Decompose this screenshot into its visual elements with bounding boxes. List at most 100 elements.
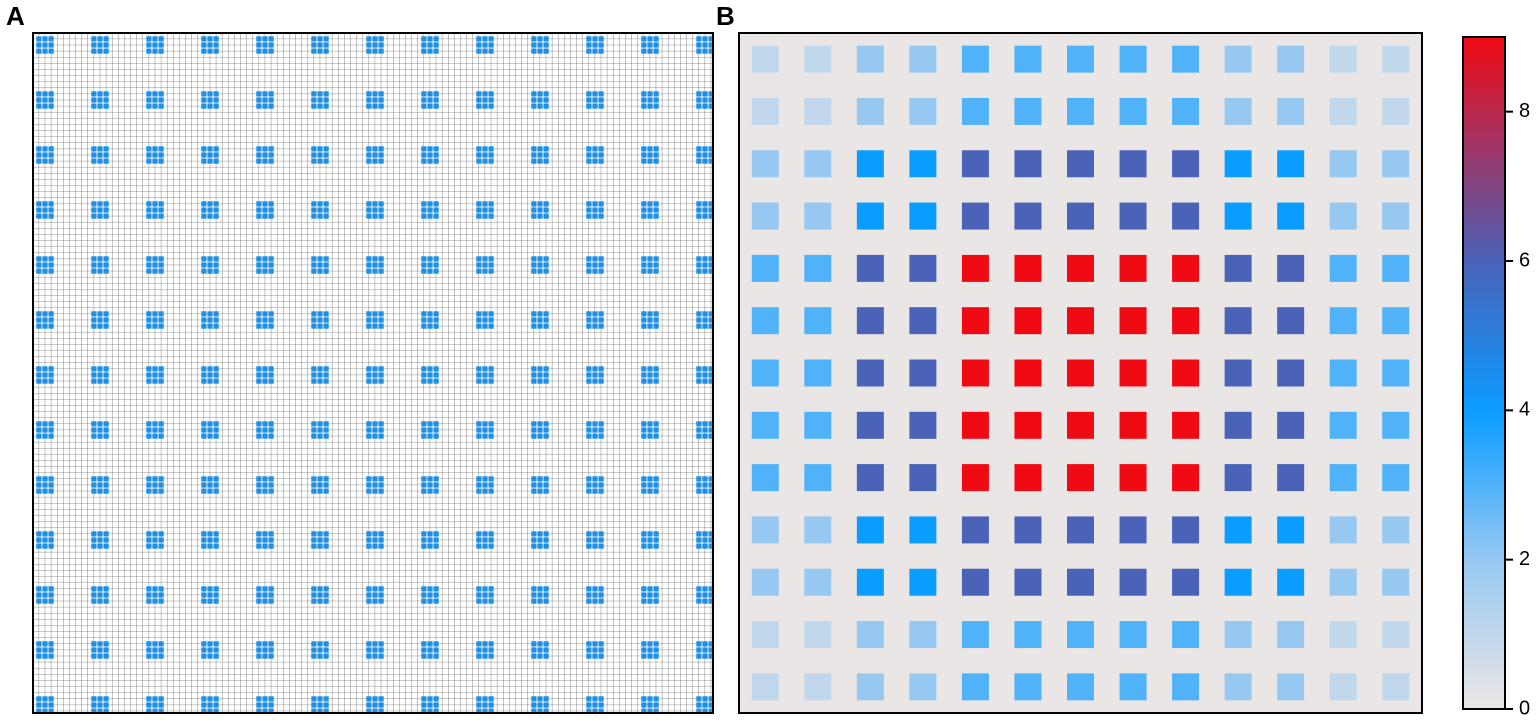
cell	[702, 427, 708, 433]
cell	[421, 537, 427, 543]
cell	[427, 531, 433, 537]
cell	[641, 427, 647, 433]
cell	[702, 476, 708, 482]
cell	[317, 476, 323, 482]
cell	[598, 48, 604, 54]
heat-cell	[856, 464, 884, 492]
cell	[152, 543, 158, 549]
cell	[708, 48, 713, 54]
heat-cell	[1329, 202, 1357, 230]
heat-cell	[1014, 97, 1042, 125]
cell	[36, 586, 42, 592]
cell	[598, 378, 604, 384]
cell	[653, 158, 659, 164]
cell	[433, 476, 439, 482]
cell	[537, 653, 543, 659]
cell	[641, 696, 647, 702]
cell	[146, 91, 152, 97]
cell	[207, 146, 213, 152]
cell	[708, 152, 713, 158]
cell	[372, 476, 378, 482]
cell	[488, 433, 494, 439]
heat-cell	[804, 673, 832, 701]
cell	[586, 641, 592, 647]
cell	[708, 653, 713, 659]
cell	[482, 311, 488, 317]
cell	[256, 152, 262, 158]
cell	[152, 537, 158, 543]
cell	[317, 378, 323, 384]
cell	[543, 421, 549, 427]
cell	[213, 586, 219, 592]
cell	[42, 543, 48, 549]
cell	[48, 427, 54, 433]
cell	[152, 592, 158, 598]
cell	[653, 708, 659, 713]
heat-cell	[856, 307, 884, 335]
cell	[36, 91, 42, 97]
cell	[317, 42, 323, 48]
cell	[311, 702, 317, 708]
cell	[531, 262, 537, 268]
cell	[421, 702, 427, 708]
cell	[708, 97, 713, 103]
cell	[647, 317, 653, 323]
cell	[323, 421, 329, 427]
cell	[372, 42, 378, 48]
cell	[152, 641, 158, 647]
cell	[531, 268, 537, 274]
cell	[482, 586, 488, 592]
cell	[653, 317, 659, 323]
cell	[708, 543, 713, 549]
cell	[702, 207, 708, 213]
cell	[317, 36, 323, 42]
cell	[262, 531, 268, 537]
cell	[543, 48, 549, 54]
cell	[598, 586, 604, 592]
cell	[598, 482, 604, 488]
cell	[91, 256, 97, 262]
heat-cell	[1382, 516, 1410, 544]
cell	[641, 433, 647, 439]
cell	[268, 696, 274, 702]
cell	[433, 146, 439, 152]
heat-cell	[1277, 568, 1305, 596]
cell	[42, 598, 48, 604]
cell	[372, 311, 378, 317]
cell	[323, 531, 329, 537]
cell	[476, 268, 482, 274]
cell	[262, 158, 268, 164]
cell	[48, 36, 54, 42]
cell	[201, 708, 207, 713]
cell	[268, 653, 274, 659]
cell	[598, 488, 604, 494]
cell	[372, 488, 378, 494]
cell	[256, 488, 262, 494]
cell	[317, 421, 323, 427]
cell	[696, 103, 702, 109]
cell	[201, 268, 207, 274]
cell	[366, 268, 372, 274]
cell	[586, 378, 592, 384]
cell	[598, 427, 604, 433]
cell	[201, 586, 207, 592]
heat-cell	[1224, 673, 1252, 701]
cell	[323, 317, 329, 323]
cell	[488, 323, 494, 329]
cell	[36, 372, 42, 378]
cell	[378, 48, 384, 54]
cell	[427, 91, 433, 97]
cell	[103, 421, 109, 427]
cell	[36, 653, 42, 659]
cell	[323, 213, 329, 219]
cell	[268, 366, 274, 372]
cell	[158, 433, 164, 439]
cell	[653, 372, 659, 378]
cell	[647, 103, 653, 109]
heat-cell	[1119, 254, 1147, 282]
cell	[42, 488, 48, 494]
cell	[42, 537, 48, 543]
cell	[696, 256, 702, 262]
cell	[488, 708, 494, 713]
cell	[537, 317, 543, 323]
